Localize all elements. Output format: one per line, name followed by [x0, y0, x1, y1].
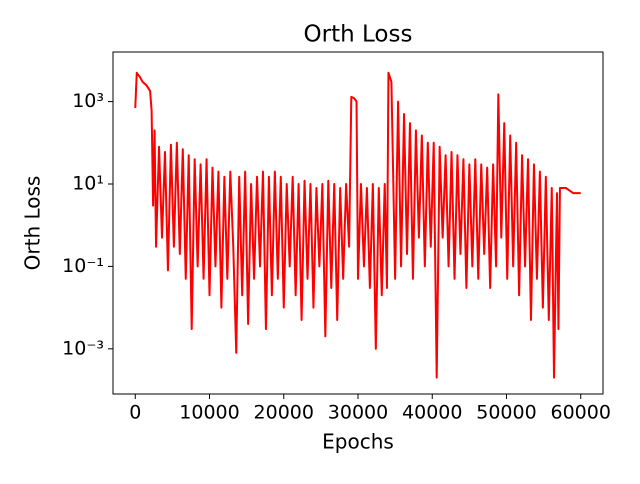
x-tick-label: 30000 [328, 402, 388, 424]
y-tick-label: 10¹ [72, 173, 104, 195]
x-tick-label: 0 [129, 402, 141, 424]
loss-line [134, 71, 581, 379]
chart-title: Orth Loss [304, 22, 413, 48]
plot-frame [112, 51, 604, 395]
x-axis-label: Epochs [322, 430, 394, 454]
x-tick-label: 60000 [551, 402, 611, 424]
y-tick-label: 10⁻³ [62, 337, 104, 359]
y-tick-label: 10⁻¹ [62, 255, 104, 277]
x-tick-label: 20000 [254, 402, 314, 424]
x-tick-label: 50000 [476, 402, 536, 424]
x-tick-label: 40000 [402, 402, 462, 424]
y-axis-label: Orth Loss [21, 176, 45, 271]
x-tick-label: 10000 [179, 402, 239, 424]
y-tick-label: 10³ [72, 90, 104, 112]
